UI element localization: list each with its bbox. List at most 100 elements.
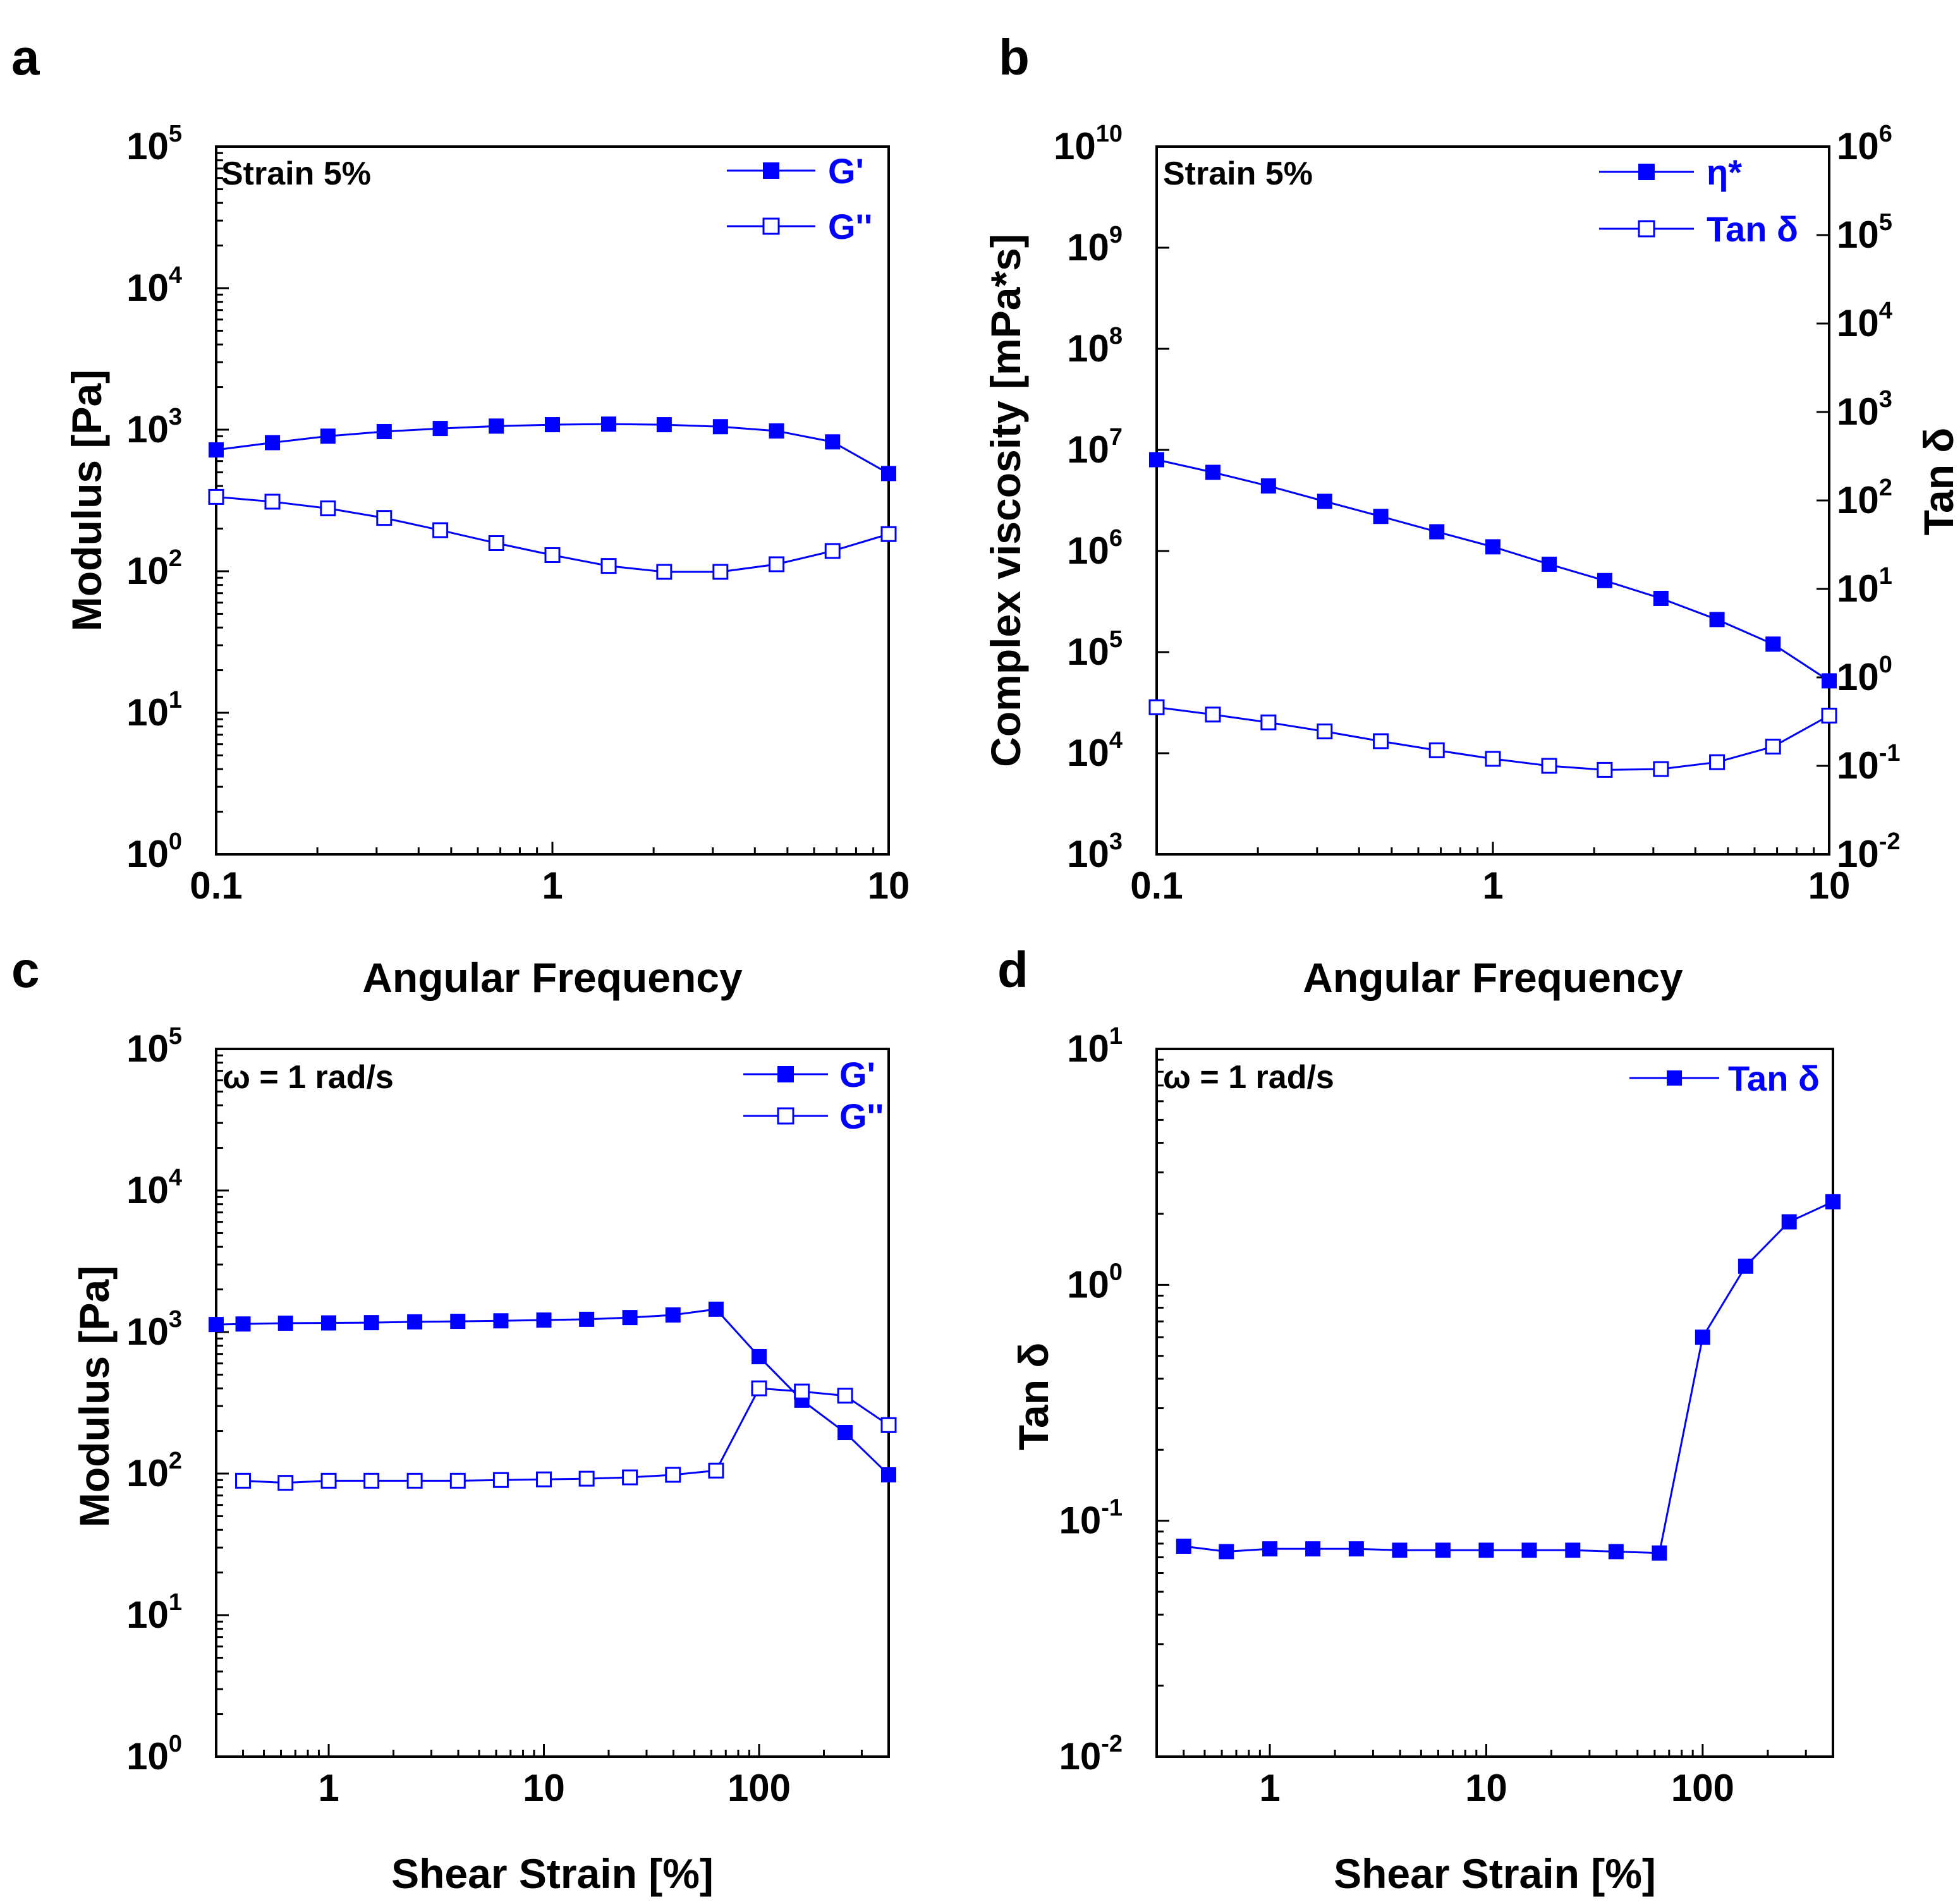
series-1 <box>1149 452 1837 689</box>
data-point <box>1652 1545 1667 1561</box>
y-tick-label: 107 <box>1067 424 1123 471</box>
data-point <box>880 1417 897 1433</box>
y-tick-label: 102 <box>126 545 182 592</box>
legend-marker-open <box>1638 220 1655 238</box>
panel-c-legend: G' G'' <box>743 1055 884 1136</box>
x-tick-label: 1 <box>542 864 563 907</box>
x-tick-label: 1 <box>1482 864 1503 907</box>
legend-marker-open <box>762 217 780 235</box>
legend-label-g-double-prime: G'' <box>828 207 872 246</box>
x-tick-label: 100 <box>1671 1767 1734 1809</box>
data-point <box>264 494 281 510</box>
y-tick-label: 104 <box>126 262 182 309</box>
data-point <box>488 535 504 552</box>
data-point <box>656 564 673 580</box>
data-point <box>1825 1194 1841 1209</box>
y-tick-label: 100 <box>1067 1259 1123 1305</box>
y2-tick-label: 105 <box>1837 209 1892 256</box>
panel-b-frame <box>1155 145 1830 856</box>
data-point <box>1149 452 1164 468</box>
data-point <box>769 556 785 572</box>
data-point <box>1317 494 1332 509</box>
y-tick-label: 101 <box>1067 1023 1123 1070</box>
legend-label-g-double-prime: G'' <box>839 1096 884 1136</box>
data-point <box>1695 1330 1710 1345</box>
data-point <box>601 416 617 432</box>
data-point <box>406 1472 423 1489</box>
data-point <box>656 417 672 433</box>
legend-marker-open <box>777 1107 794 1125</box>
panel-b-ylabel: Complex viscosity [mPa*s] <box>982 234 1029 767</box>
y-tick-label: 101 <box>126 687 182 734</box>
data-point <box>1822 673 1837 689</box>
panel-c-letter: c <box>11 942 40 998</box>
data-point <box>1260 714 1277 730</box>
data-point <box>1542 556 1557 572</box>
data-point <box>1429 524 1445 540</box>
y-tick-label: 101 <box>126 1589 182 1636</box>
data-point <box>752 1348 767 1364</box>
legend-label-g-prime: G' <box>839 1055 875 1094</box>
data-point <box>376 423 392 439</box>
data-point <box>432 421 448 437</box>
panel-b: b Angular Frequency Complex viscosity [m… <box>982 29 1960 1001</box>
data-point <box>208 488 224 505</box>
data-point <box>1373 733 1389 749</box>
legend-marker-filled <box>1638 164 1655 180</box>
y2-tick-label: 104 <box>1837 298 1892 344</box>
data-point <box>321 1315 337 1331</box>
data-point <box>265 435 281 451</box>
data-point <box>320 1472 337 1489</box>
data-point <box>544 547 561 563</box>
panel-a-legend: G' G'' <box>727 151 872 246</box>
data-point <box>708 1462 724 1479</box>
panel-b-y2label: Tan δ <box>1915 428 1960 536</box>
y-tick-label: 100 <box>126 1731 182 1778</box>
data-point <box>712 419 728 435</box>
panel-d-frame <box>1155 1048 1834 1758</box>
panel-c-frame <box>215 1048 890 1758</box>
data-point <box>1765 636 1781 652</box>
data-point <box>712 564 729 580</box>
data-point <box>376 510 393 526</box>
y2-tick-label: 100 <box>1837 651 1892 698</box>
y-tick-label: 10-1 <box>1059 1495 1123 1542</box>
data-point <box>665 1467 681 1483</box>
data-point <box>1317 724 1333 740</box>
data-point <box>209 1317 224 1333</box>
x-tick-label: 100 <box>727 1767 791 1809</box>
data-point <box>880 526 897 542</box>
data-point <box>1541 758 1557 774</box>
data-point <box>320 500 336 517</box>
panel-b-marks: 0.1 1 10 103 104 105 106 107 108 109 1010 10-2 10-1 1… <box>1054 121 1901 907</box>
x-tick-label: 10 <box>868 864 910 907</box>
data-point <box>277 1315 293 1331</box>
panel-d: d Shear Strain [%] Tan δ ω = 1 rad/s Tan… <box>997 942 1834 1897</box>
series-2 <box>1148 699 1837 778</box>
series-line <box>216 1308 890 1476</box>
y-tick-label: 105 <box>126 121 182 167</box>
y-tick-label: 108 <box>1067 323 1123 370</box>
x-tick-label: 0.1 <box>1130 864 1183 907</box>
data-point <box>1738 1258 1753 1274</box>
data-point <box>1653 761 1669 777</box>
series-line <box>243 1387 889 1484</box>
data-point <box>794 1383 810 1400</box>
data-point <box>579 1311 595 1327</box>
data-point <box>1765 739 1781 755</box>
panel-a-marks: 0.1 1 10 100 101 102 103 104 105 <box>126 121 910 907</box>
y-tick-label: 105 <box>1067 626 1123 673</box>
series-2 <box>208 488 897 580</box>
y2-tick-label: 103 <box>1837 386 1892 433</box>
panel-c-marks: 1 10 100 100 101 102 103 104 105 <box>126 1023 897 1809</box>
data-point <box>751 1380 767 1396</box>
data-point <box>1781 1214 1797 1230</box>
y2-tick-label: 10-1 <box>1837 740 1901 787</box>
data-point <box>209 442 224 457</box>
legend-label-tan-delta: Tan δ <box>1707 209 1798 249</box>
panel-c-annotation: ω = 1 rad/s <box>222 1059 394 1096</box>
data-point <box>665 1307 681 1323</box>
data-point <box>1709 754 1726 770</box>
y-tick-label: 102 <box>126 1448 182 1494</box>
data-point <box>1428 742 1445 758</box>
